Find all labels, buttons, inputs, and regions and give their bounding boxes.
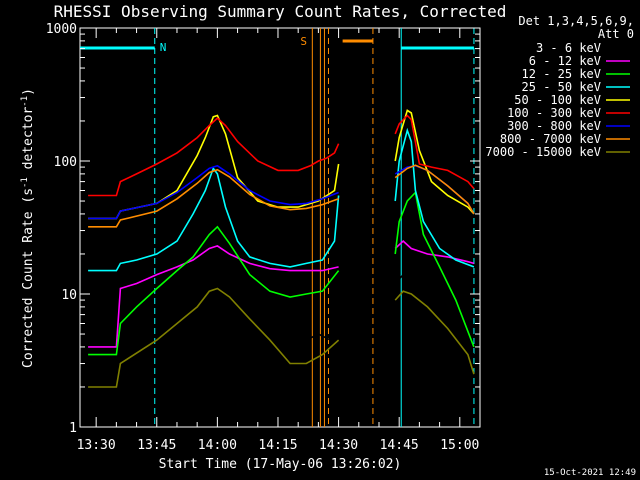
x-axis-label: Start Time (17-May-06 13:26:02) — [159, 457, 402, 472]
y-tick-label: 100 — [54, 155, 77, 170]
x-axis: 13:30 13:45 14:00 14:15 14:30 14:45 15:00 — [77, 28, 481, 453]
series-line-3-seg0 — [88, 166, 340, 272]
y-axis-label-pre: Corrected Count Rate (s — [21, 188, 36, 368]
x-tick-label: 14:45 — [380, 438, 419, 453]
y-axis-label-sup1: -1 — [20, 177, 30, 188]
legend-header-line-1: Det 1,3,4,5,6,9, — [518, 14, 634, 28]
series-line-0-seg0 — [88, 273, 340, 365]
y-axis-label-sup2: -1 — [20, 96, 30, 107]
series-line-2-seg0 — [88, 225, 340, 356]
x-tick-label: 13:45 — [137, 438, 176, 453]
y-tick-label: 1 — [69, 421, 77, 436]
legend-label: 300 - 800 keV — [507, 119, 601, 133]
y-tick-label: 10 — [61, 288, 77, 303]
series-line-5-seg0 — [88, 117, 340, 197]
x-tick-label: 14:15 — [258, 438, 297, 453]
y-axis: 1 10 100 1000 — [46, 22, 480, 436]
series-line-1-seg1 — [394, 240, 475, 265]
y-axis-label-mid: detector — [21, 107, 36, 178]
x-tick-label: 14:00 — [198, 438, 237, 453]
y-axis-label-post: ) — [21, 88, 36, 96]
saa-label: S — [300, 35, 307, 48]
legend-label: 6 - 12 keV — [529, 54, 601, 68]
legend-label: 25 - 50 keV — [522, 80, 601, 94]
legend-header-line-2: Att 0 — [598, 27, 634, 41]
series-line-6-seg0 — [88, 164, 339, 220]
series-line-0-seg1 — [394, 273, 475, 356]
series-lines — [88, 109, 475, 388]
series-line-5-seg1 — [394, 114, 475, 190]
series-line-3-seg1 — [394, 127, 475, 268]
plot-frame — [79, 27, 481, 428]
legend-label: 50 - 100 keV — [514, 93, 601, 107]
chart-title: RHESSI Observing Summary Count Rates, Co… — [54, 2, 507, 21]
series-line-1-seg0 — [88, 245, 339, 348]
series-line-7-seg1 — [394, 164, 475, 215]
night-label: N — [160, 41, 167, 54]
series-line-8-seg0 — [88, 287, 340, 388]
x-tick-label: 15:00 — [440, 438, 479, 453]
series-line-2-seg1 — [394, 190, 475, 348]
y-axis-label: Corrected Count Rate (s-1 detector-1) — [20, 88, 36, 368]
series-line-6-seg1 — [394, 164, 475, 215]
timestamp: 15-Oct-2021 12:49 — [544, 468, 636, 478]
legend-label: 12 - 25 keV — [522, 67, 601, 81]
y-tick-label: 1000 — [46, 22, 77, 37]
x-tick-label: 13:30 — [77, 438, 116, 453]
legend-label: 7000 - 15000 keV — [485, 145, 601, 159]
legend-label: 3 - 6 keV — [536, 41, 601, 55]
legend-label: 100 - 300 keV — [507, 106, 601, 120]
series-line-7-seg0 — [88, 168, 339, 228]
series-line-8-seg1 — [394, 290, 475, 375]
series-line-4-seg1 — [394, 109, 475, 215]
legend-label: 800 - 7000 keV — [500, 132, 601, 146]
x-tick-label: 14:30 — [319, 438, 358, 453]
